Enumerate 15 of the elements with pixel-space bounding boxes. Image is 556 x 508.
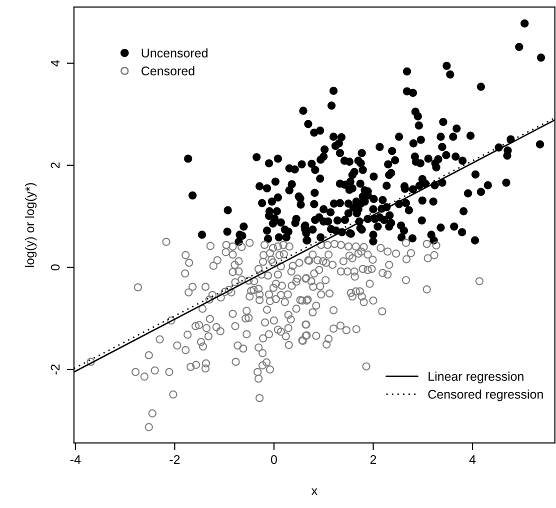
y-tick-label: -2 xyxy=(50,364,60,374)
y-tick-label: 2 xyxy=(50,162,60,168)
legend-label: Uncensored xyxy=(142,48,208,58)
x-tick-label: 2 xyxy=(370,455,376,464)
y-tick-label: 4 xyxy=(50,60,60,66)
y-tick-label: 0 xyxy=(50,264,60,270)
x-tick-label: -2 xyxy=(170,455,180,464)
x-tick-label: 4 xyxy=(469,455,476,464)
x-tick-label: 0 xyxy=(270,455,277,464)
legend-label: Censored xyxy=(142,66,194,76)
legend-label: Linear regression xyxy=(428,372,524,384)
legend-label: Censored regression xyxy=(428,390,543,402)
y-axis-title: log(y) or log(y*) xyxy=(24,183,37,267)
x-tick-label: -4 xyxy=(70,455,81,464)
x-axis-title: x xyxy=(311,488,318,495)
